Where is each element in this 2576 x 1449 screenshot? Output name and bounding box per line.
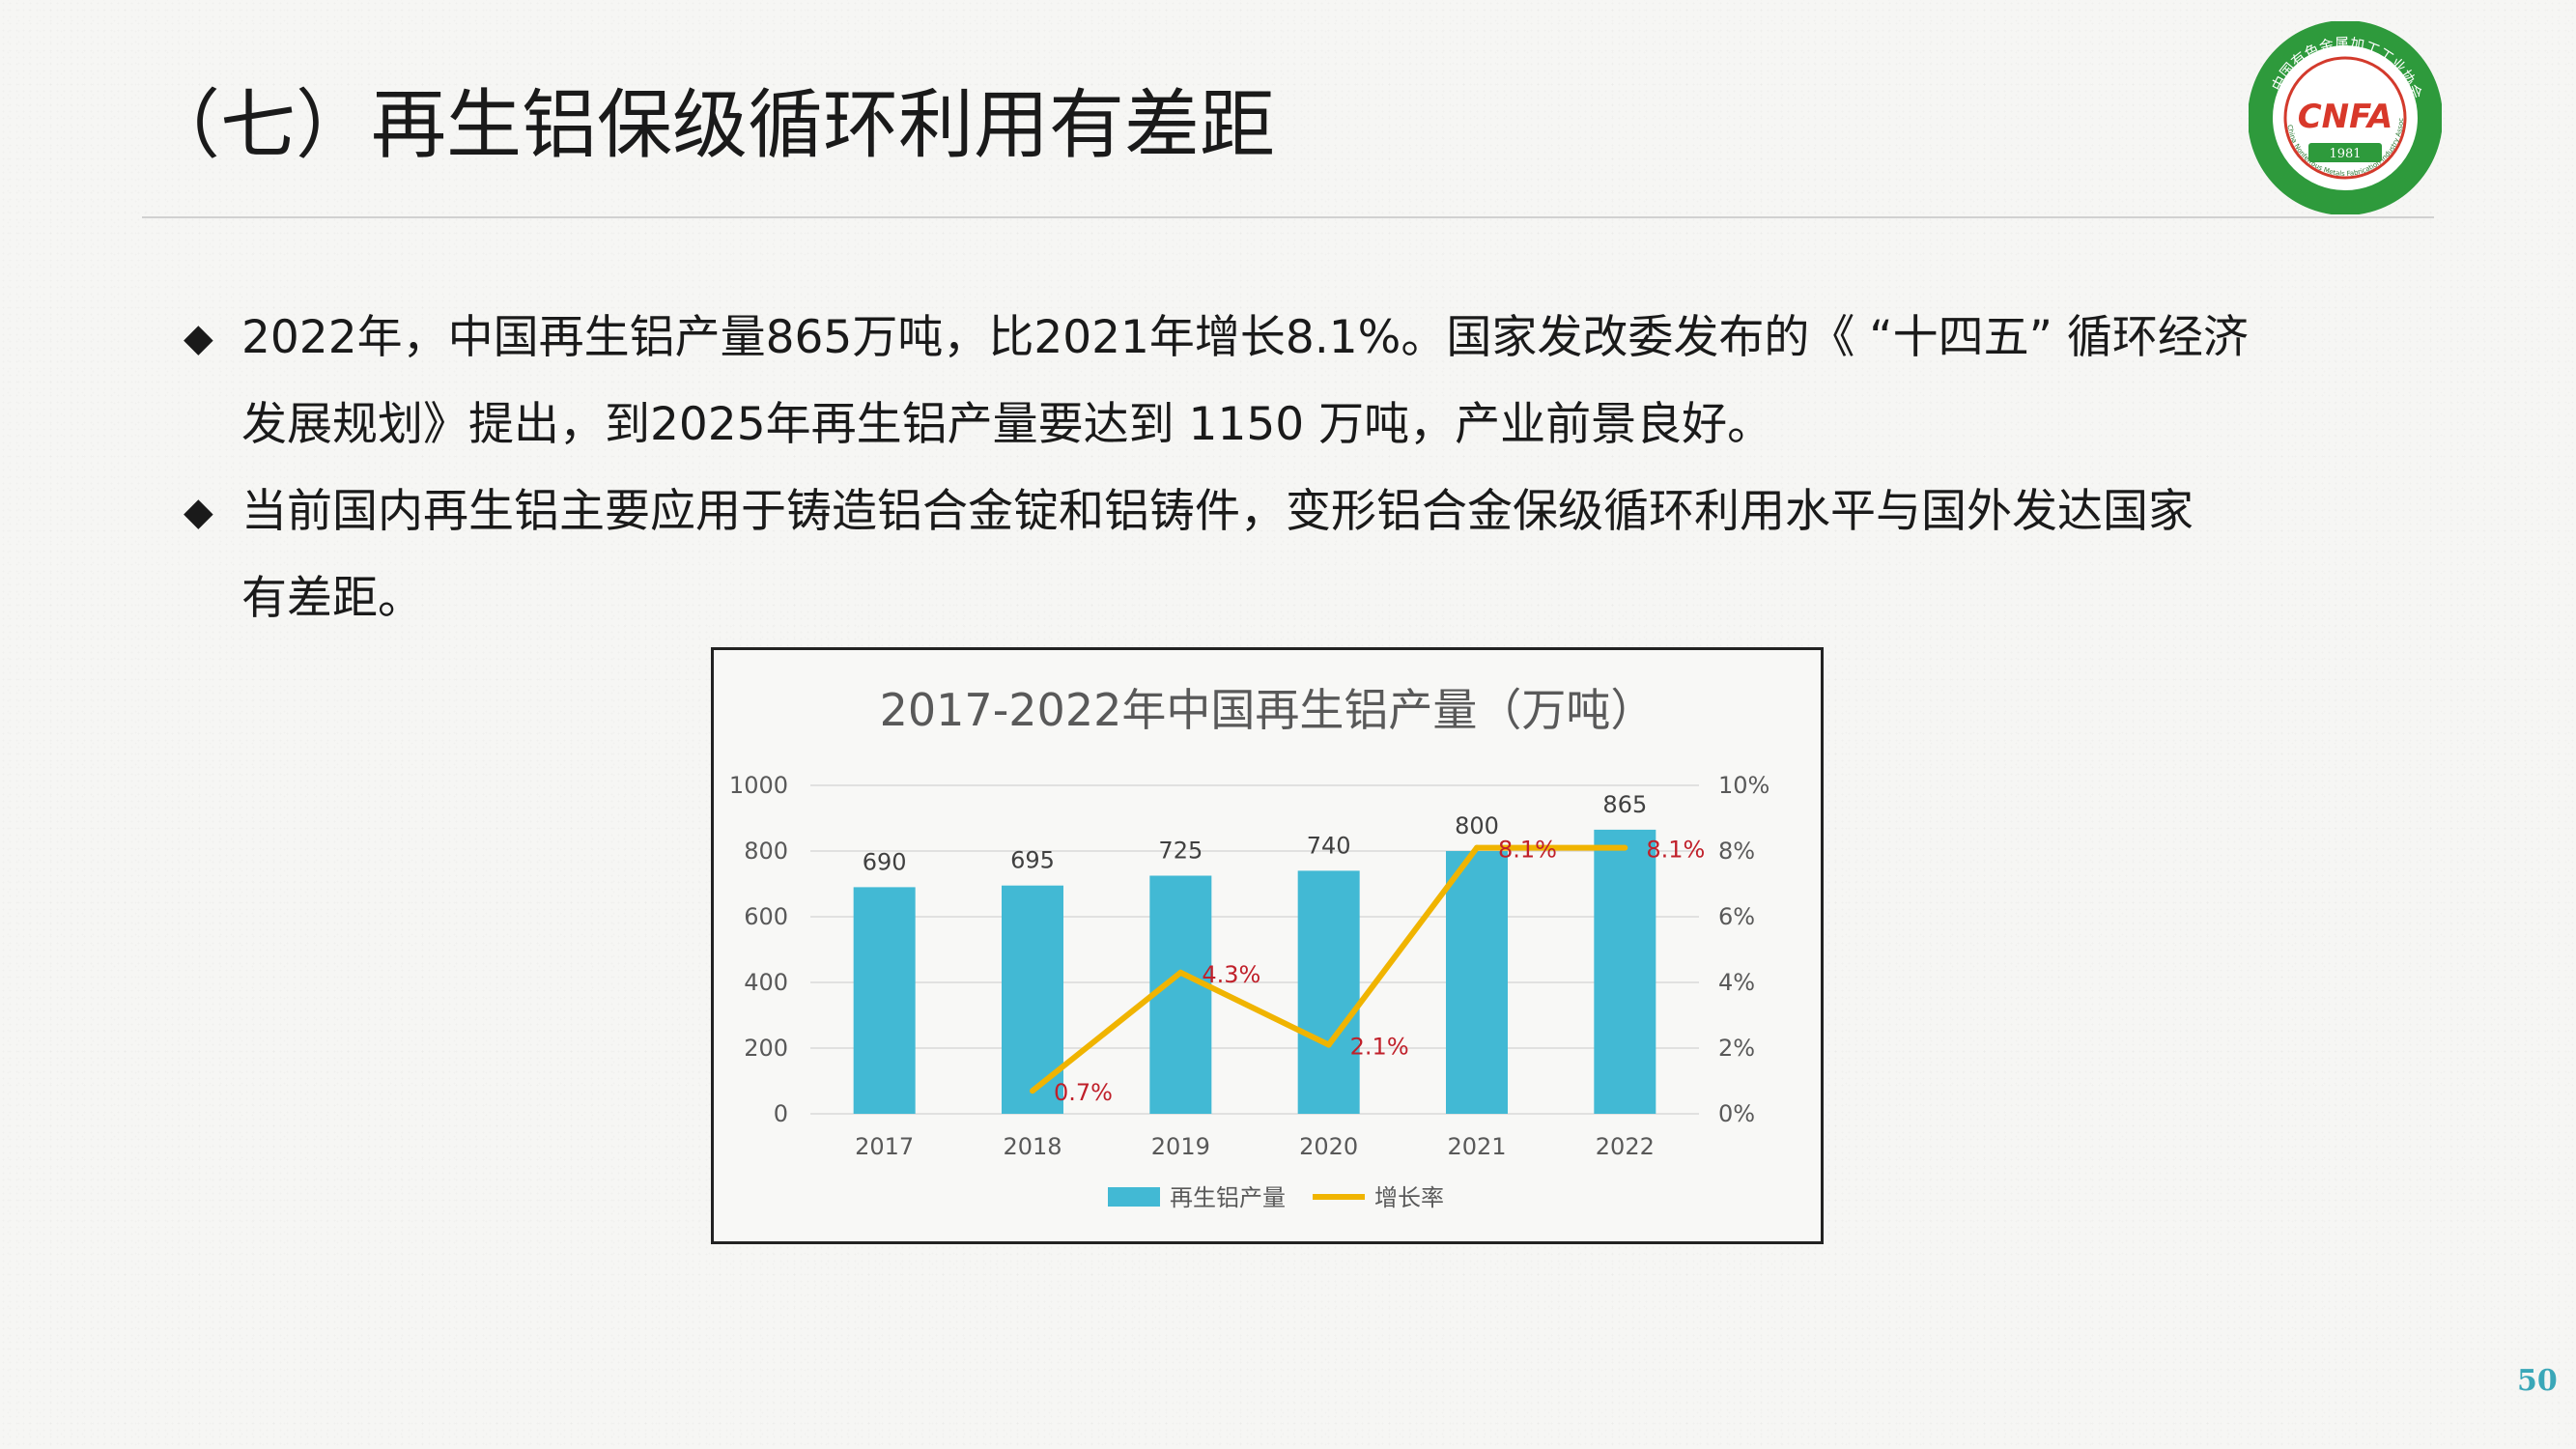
y-left-tick-label: 1000 (729, 772, 788, 799)
y-left-tick-label: 200 (744, 1035, 788, 1062)
y-right-tick-label: 8% (1718, 838, 1755, 865)
growth-rate-point (1325, 1041, 1332, 1048)
production-chart: 2017-2022年中国再生铝产量（万吨） 0 200 400 600 800 1000 0%… (729, 684, 1769, 1211)
bullet-text-line: 2022年，中国再生铝产量865万吨，比2021年增长8.1%。国家发改委发布的… (241, 311, 2249, 364)
bullet-text-line: 有差距。 (241, 572, 423, 625)
y-right-tick-label: 2% (1718, 1035, 1755, 1062)
growth-data-label: 8.1% (1646, 837, 1705, 864)
slide-title: （七）再生铝保级循环利用有差距 (145, 82, 1276, 169)
growth-data-label: 0.7% (1054, 1079, 1113, 1106)
y-left-tick-label: 0 (774, 1100, 788, 1127)
chart-title: 2017-2022年中国再生铝产量（万吨） (880, 684, 1656, 736)
y-right-tick-label: 0% (1718, 1100, 1755, 1127)
growth-rate-point (1177, 969, 1184, 976)
y-right-tick-label: 4% (1718, 969, 1755, 996)
bar-2020 (1297, 870, 1360, 1114)
title-divider (142, 216, 2434, 218)
growth-rate-point (1030, 1088, 1035, 1094)
bullet-item: ◆ 2022年，中国再生铝产量865万吨，比2021年增长8.1%。国家发改委发… (184, 295, 2386, 469)
bullet-list: ◆ 2022年，中国再生铝产量865万吨，比2021年增长8.1%。国家发改委发… (184, 295, 2386, 642)
growth-data-label: 8.1% (1498, 837, 1557, 864)
bar-data-label: 695 (1010, 847, 1055, 874)
cnfa-logo: 中国有色金属加工工业协会 China Nonferrous Metals Fab… (2249, 21, 2442, 214)
y-left-tick-label: 600 (744, 903, 788, 930)
logo-initials: CNFA (2298, 98, 2393, 136)
bar-data-label: 865 (1602, 791, 1647, 818)
chart-container: 2017-2022年中国再生铝产量（万吨） 0 200 400 600 800 1000 0%… (711, 647, 1824, 1244)
y-left-tick-label: 800 (744, 838, 788, 865)
growth-data-label: 2.1% (1350, 1034, 1409, 1061)
x-tick-label: 2017 (855, 1133, 914, 1160)
logo-year: 1981 (2329, 147, 2361, 161)
bar-2019 (1149, 875, 1212, 1114)
logo-banner (2308, 143, 2382, 162)
page-number: 50 (2517, 1364, 2558, 1398)
x-tick-label: 2021 (1447, 1133, 1506, 1160)
legend-label: 再生铝产量 (1170, 1184, 1286, 1211)
bar-2022 (1594, 829, 1656, 1114)
bar-data-label: 740 (1307, 832, 1351, 859)
diamond-bullet-icon: ◆ (184, 316, 213, 360)
legend-swatch-bar (1108, 1187, 1160, 1207)
growth-data-label: 4.3% (1202, 961, 1260, 988)
logo-green-ring (2249, 21, 2442, 214)
bullet-text-line: 发展规划》提出，到2025年再生铝产量要达到 1150 万吨，产业前景良好。 (241, 398, 1773, 451)
y-left-tick-label: 400 (744, 969, 788, 996)
diamond-bullet-icon: ◆ (184, 490, 213, 534)
x-tick-label: 2022 (1596, 1133, 1655, 1160)
x-tick-label: 2020 (1299, 1133, 1358, 1160)
bullet-text-line: 当前国内再生铝主要应用于铸造铝合金锭和铝铸件，变形铝合金保级循环利用水平与国外发… (241, 485, 2194, 538)
y-right-tick-label: 6% (1718, 903, 1755, 930)
bar-2021 (1446, 851, 1508, 1114)
bar-data-label: 800 (1455, 812, 1499, 839)
bar-2017 (853, 887, 916, 1114)
bar-data-label: 690 (863, 848, 907, 875)
x-tick-label: 2018 (1003, 1133, 1062, 1160)
x-tick-label: 2019 (1151, 1133, 1210, 1160)
y-right-tick-label: 10% (1718, 772, 1769, 799)
bar-data-label: 725 (1158, 838, 1203, 865)
legend-label: 增长率 (1374, 1184, 1444, 1211)
growth-rate-point (1474, 844, 1480, 851)
bullet-item: ◆ 当前国内再生铝主要应用于铸造铝合金锭和铝铸件，变形铝合金保级循环利用水平与国… (184, 469, 2386, 642)
growth-rate-point (1622, 844, 1628, 851)
